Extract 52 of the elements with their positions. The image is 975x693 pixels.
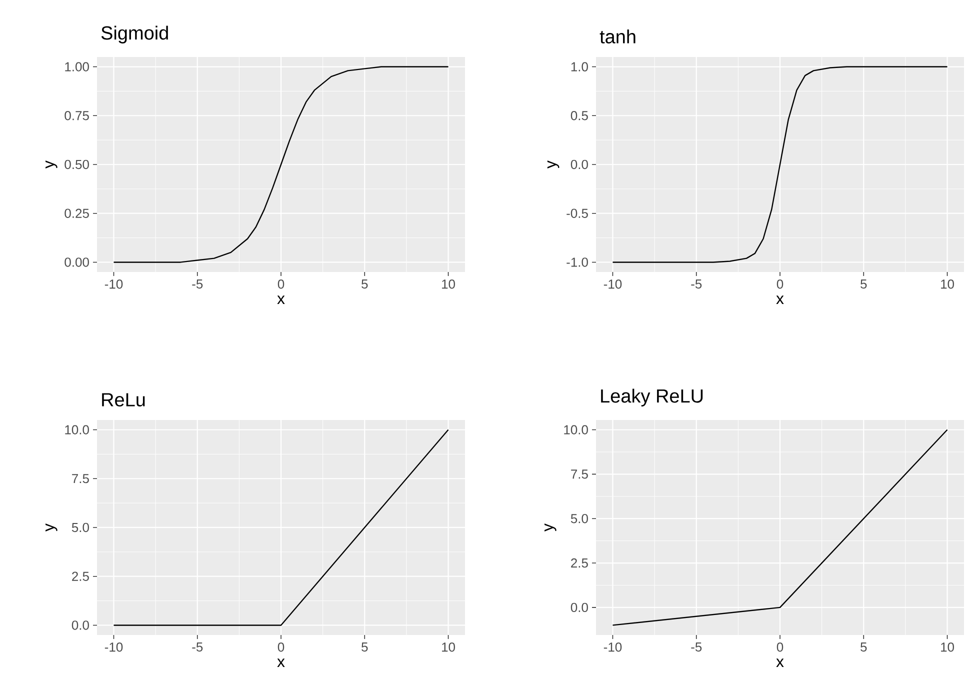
- y-tick-label: 5.0: [570, 514, 588, 524]
- x-tick-label: -10: [604, 642, 622, 652]
- y-tick-label: 0.0: [570, 602, 588, 612]
- y-tick-label: 7.5: [571, 470, 588, 479]
- x-tick-label: -10: [104, 642, 123, 652]
- x-axis-title: x: [776, 296, 784, 304]
- x-tick-label: 5: [362, 642, 368, 652]
- y-axis-title: y: [46, 524, 58, 532]
- y-tick-label: 0.0: [72, 620, 89, 630]
- x-tick-label: -10: [604, 280, 622, 289]
- y-tick-label: 2.5: [571, 558, 588, 568]
- y-axis-title: y: [46, 160, 58, 168]
- y-tick-label: 0.75: [64, 111, 89, 120]
- x-tick-label: 10: [442, 280, 455, 289]
- y-tick-label: 5.0: [72, 522, 89, 532]
- x-tick-label: -5: [691, 642, 702, 652]
- x-tick-label: 10: [442, 642, 455, 652]
- y-tick-label: 0.5: [570, 111, 588, 120]
- x-tick-label: 10: [941, 280, 954, 289]
- chart-title: Leaky ReLU: [601, 388, 703, 406]
- y-axis-title: y: [544, 524, 556, 532]
- x-tick-label: 5: [362, 280, 368, 289]
- y-tick-label: 2.5: [72, 572, 89, 581]
- x-axis-title: x: [776, 658, 784, 668]
- x-tick-label: 0: [776, 642, 784, 652]
- x-tick-label: 0: [776, 280, 784, 289]
- x-tick-label: -5: [192, 642, 203, 652]
- y-tick-label: 0.50: [64, 160, 89, 170]
- y-tick-label: 7.5: [72, 474, 89, 484]
- chart-title: tanh: [600, 30, 636, 44]
- x-tick-label: 5: [860, 642, 867, 652]
- y-axis-title: y: [547, 160, 560, 168]
- y-tick-label: -0.5: [566, 208, 588, 218]
- y-tick-label: 1.00: [65, 62, 89, 72]
- chart-title: ReLu: [102, 393, 145, 406]
- x-axis-title: x: [277, 296, 285, 304]
- y-tick-label: 0.25: [64, 208, 89, 218]
- x-tick-label: 10: [941, 642, 954, 652]
- y-tick-label: 10.0: [65, 425, 89, 434]
- x-tick-label: 0: [278, 280, 284, 289]
- y-tick-label: 1.0: [571, 62, 588, 72]
- x-tick-label: -5: [192, 280, 203, 289]
- x-tick-label: 5: [860, 280, 867, 289]
- x-tick-label: -5: [691, 280, 702, 289]
- x-tick-label: 0: [278, 642, 284, 652]
- y-tick-label: 10.0: [564, 425, 588, 434]
- y-tick-label: -1.0: [566, 258, 588, 267]
- x-tick-label: -10: [104, 280, 123, 289]
- chart-title: Sigmoid: [101, 26, 168, 44]
- y-tick-label: 0.0: [570, 160, 588, 170]
- x-axis-title: x: [277, 658, 285, 668]
- y-tick-label: 0.00: [64, 258, 89, 267]
